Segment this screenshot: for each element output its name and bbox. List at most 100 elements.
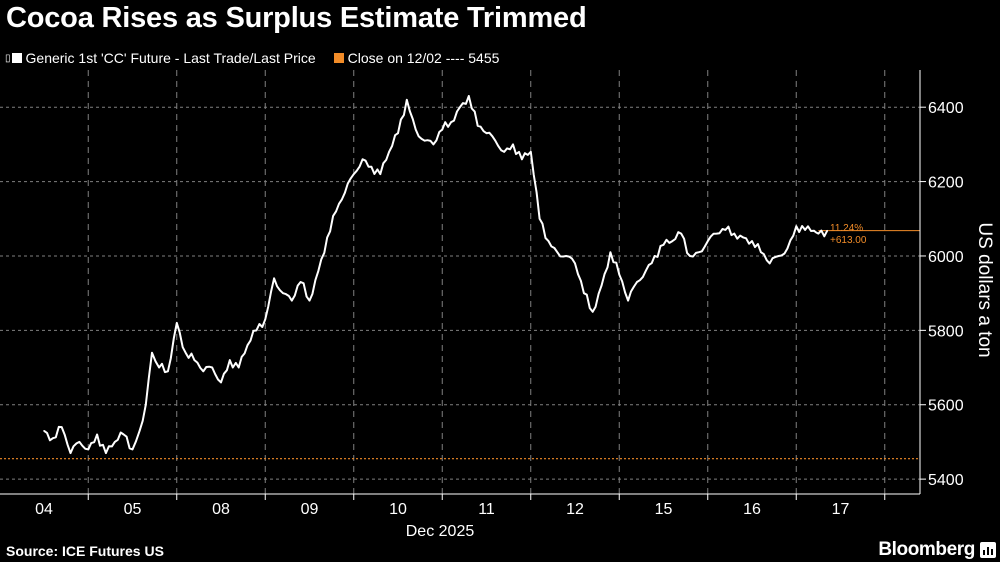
legend: ▯ Generic 1st 'CC' Future - Last Trade/L… [5, 50, 499, 66]
data-point [406, 98, 408, 101]
data-point [636, 281, 638, 283]
legend-entry-series: ▯ Generic 1st 'CC' Future - Last Trade/L… [5, 50, 316, 66]
data-point [476, 124, 479, 127]
data-point [114, 441, 116, 443]
data-point [220, 381, 222, 384]
axes [0, 70, 921, 495]
brand-logo: Bloomberg [878, 539, 996, 561]
data-point [680, 232, 682, 235]
data-point [184, 351, 187, 354]
data-point [804, 229, 806, 231]
data-point [105, 452, 107, 454]
data-point [671, 240, 674, 242]
data-point [645, 270, 647, 272]
data-point [158, 366, 160, 369]
data-point [122, 433, 125, 436]
data-point [432, 143, 435, 146]
data-point [237, 366, 240, 369]
data-point [78, 441, 81, 443]
data-point [786, 247, 789, 250]
legend-reference-label: Close on 12/02 ---- 5455 [347, 50, 500, 66]
data-point [698, 251, 700, 254]
legend-series-label: Generic 1st 'CC' Future - Last Trade/Las… [25, 50, 316, 66]
bloomberg-chart-icon [980, 542, 996, 558]
data-point [60, 426, 63, 428]
data-point [817, 232, 820, 235]
data-point [715, 232, 718, 235]
data-point [512, 143, 514, 146]
data-point [255, 329, 258, 332]
data-point [441, 128, 444, 131]
tick-labels: 5400 5600 5800 6000 6200 6400 04 05 08 09 10 11 12 15… [35, 100, 964, 518]
reference-line-group [0, 230, 920, 460]
data-point [574, 262, 576, 265]
y-tick-label: 5800 [928, 323, 964, 340]
data-point [591, 310, 594, 313]
data-point [826, 229, 829, 232]
data-point [565, 255, 567, 257]
data-point [724, 229, 727, 231]
data-point [600, 284, 603, 287]
data-point [379, 173, 382, 175]
x-tick-label: 11 [478, 501, 495, 518]
x-tick-label: 16 [743, 501, 761, 518]
data-point [388, 151, 390, 153]
data-point [361, 158, 364, 161]
y-axis-title: US dollars a ton [974, 222, 995, 357]
data-point [138, 429, 141, 432]
data-point [556, 251, 559, 254]
x-tick-label: 08 [212, 501, 230, 518]
data-point [547, 240, 550, 242]
chart-title: Cocoa Rises as Surplus Estimate Trimmed [6, 2, 587, 34]
x-tick-label: 17 [832, 501, 850, 518]
data-point [777, 255, 780, 257]
data-point [706, 240, 709, 242]
data-point [689, 255, 691, 257]
grid [0, 70, 926, 500]
y-tick-label: 5400 [928, 472, 964, 489]
data-point [459, 106, 461, 108]
data-point [397, 132, 399, 135]
data-point [370, 165, 373, 168]
legend-series-swatch [11, 53, 22, 63]
data-point [202, 370, 205, 373]
data-point [229, 359, 231, 361]
data-point [352, 173, 355, 175]
data-point [538, 217, 541, 220]
y-tick-label: 5600 [928, 398, 964, 415]
annotation-group: 11.24% +613.00 [830, 223, 867, 246]
legend-series-prefix-icon: ▯ [5, 52, 11, 64]
data-point [423, 139, 426, 142]
annotation-percent: 11.24% [830, 223, 863, 234]
data-point [609, 251, 612, 254]
data-point [144, 403, 147, 406]
x-tick-label: 15 [655, 501, 673, 518]
data-point [52, 437, 54, 440]
data-point [151, 351, 153, 354]
y-tick-label: 6200 [928, 175, 964, 192]
data-point [653, 255, 656, 257]
data-point [768, 262, 771, 265]
data-point [468, 95, 470, 97]
data-point [317, 270, 320, 272]
data-point [344, 191, 346, 194]
data-point [264, 318, 267, 320]
data-point [813, 229, 815, 232]
data-point [742, 236, 744, 239]
data-point [193, 359, 196, 361]
data-point [326, 236, 329, 239]
data-point [618, 273, 621, 276]
x-tick-label: 04 [35, 501, 53, 518]
y-tick-label: 6400 [928, 100, 964, 117]
data-point [583, 292, 585, 294]
x-tick-label: 05 [124, 501, 142, 518]
data-point [211, 366, 213, 369]
data-point [175, 322, 178, 324]
series-group [43, 95, 829, 455]
data-point [43, 429, 45, 432]
data-point [308, 299, 311, 302]
x-tick-label: 09 [301, 501, 319, 518]
data-point [282, 292, 284, 294]
legend-entry-reference: Close on 12/02 ---- 5455 [333, 50, 500, 66]
